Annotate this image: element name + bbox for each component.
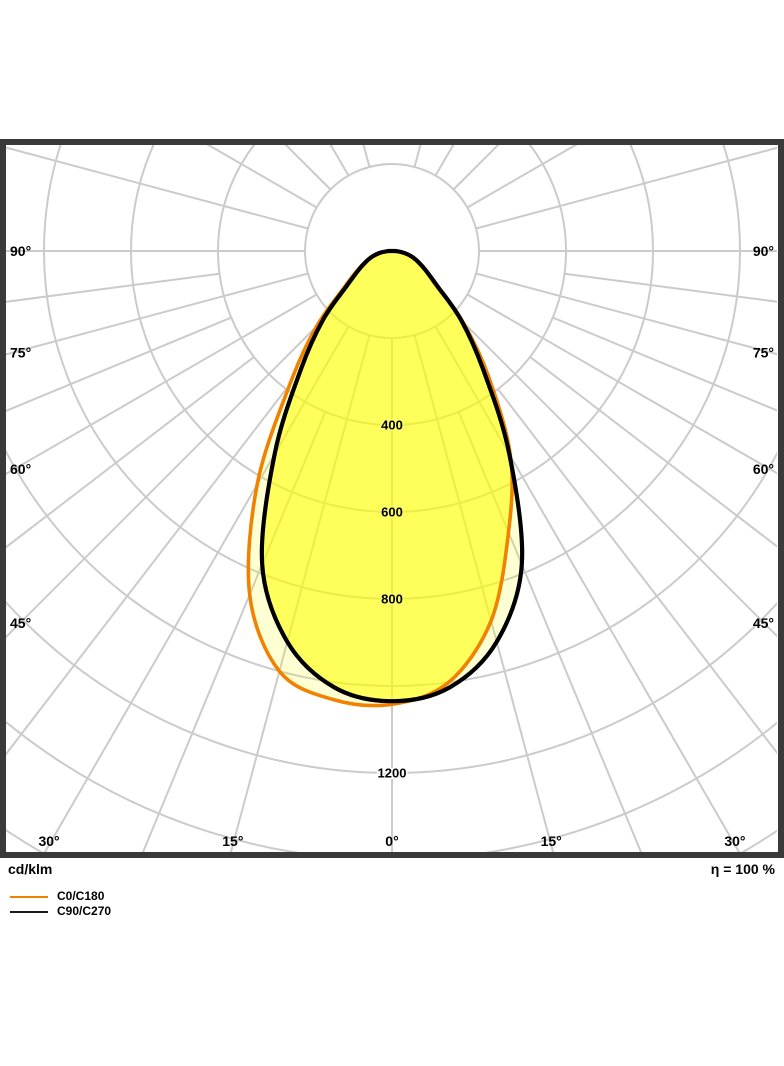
curve-c90-c270 [259, 248, 525, 704]
grid-ray-37.5 [497, 388, 777, 755]
legend-line-c90-c270 [10, 910, 48, 913]
grid-ray-150 [434, 145, 455, 177]
legend: C0/C180 C90/C270 [10, 889, 111, 919]
grid-ray-52.5 [529, 356, 777, 548]
legend-row-c90-c270: C90/C270 [10, 904, 111, 919]
ring-label-600: 600 [381, 505, 403, 520]
light-output-ratio-label: η = 100 % [710, 861, 775, 877]
grid-ray-22.5 [457, 411, 643, 852]
angle-label-bottom--15: 15° [222, 833, 243, 849]
angle-label-right-75: 75° [753, 344, 774, 360]
legend-row-c0-c180: C0/C180 [10, 889, 111, 904]
angle-label-left-90: 90° [10, 243, 31, 259]
angle-label-right-45: 45° [753, 615, 774, 631]
grid-ray--67.5 [6, 316, 232, 412]
grid-ray-15 [413, 334, 555, 852]
grid-ray-75 [475, 272, 777, 356]
radial-unit-label: cd/klm [8, 861, 53, 877]
ring-label-1200: 1200 [378, 766, 407, 781]
grid-ray-82.5 [564, 272, 777, 303]
grid-ray-60 [466, 293, 777, 475]
angle-label-bottom--30: 30° [38, 833, 59, 849]
grid-ray--75 [6, 272, 309, 356]
legend-label-c0-c180: C0/C180 [57, 889, 105, 903]
ring-label-800: 800 [381, 592, 403, 607]
legend-label-c90-c270: C90/C270 [57, 904, 112, 918]
grid-ray-120 [466, 145, 578, 209]
grid-ray-30 [434, 325, 741, 852]
grid-ray--30 [43, 325, 350, 852]
grid-ray--105 [6, 146, 309, 230]
grid-ray-67.5 [552, 316, 777, 412]
chart-frame [0, 139, 784, 858]
beam-fill-overlap [261, 251, 513, 702]
grid-ray-45 [452, 311, 777, 638]
angle-label-left-45: 45° [10, 615, 31, 631]
grid-ray--22.5 [141, 411, 327, 852]
angle-label-left-60: 60° [10, 461, 31, 477]
grid-ray--120 [206, 145, 318, 209]
angle-label-bottom-0: 0° [385, 833, 398, 849]
grid-ray--37.5 [6, 388, 287, 756]
grid-ray--135 [284, 145, 332, 191]
angle-label-bottom-15: 15° [541, 833, 562, 849]
polar-grid-area [6, 145, 777, 852]
grid-ray--60 [6, 293, 318, 476]
beam-fill-c90-c270 [261, 251, 523, 702]
grid-ray--15 [229, 334, 371, 852]
angle-label-right-90: 90° [753, 243, 774, 259]
grid-ray--52.5 [6, 356, 255, 549]
angle-label-bottom-30: 30° [724, 833, 745, 849]
angle-label-right-60: 60° [753, 461, 774, 477]
grid-ray-105 [475, 146, 777, 230]
grid-ray--150 [329, 145, 350, 177]
legend-line-c0-c180 [10, 895, 48, 898]
angle-label-left-75: 75° [10, 344, 31, 360]
grid-ray--45 [6, 311, 332, 639]
grid-ray-135 [452, 145, 500, 191]
grid-ray--82.5 [6, 272, 220, 303]
beam-fill-c0-c180 [248, 251, 513, 706]
ring-label-400: 400 [381, 418, 403, 433]
